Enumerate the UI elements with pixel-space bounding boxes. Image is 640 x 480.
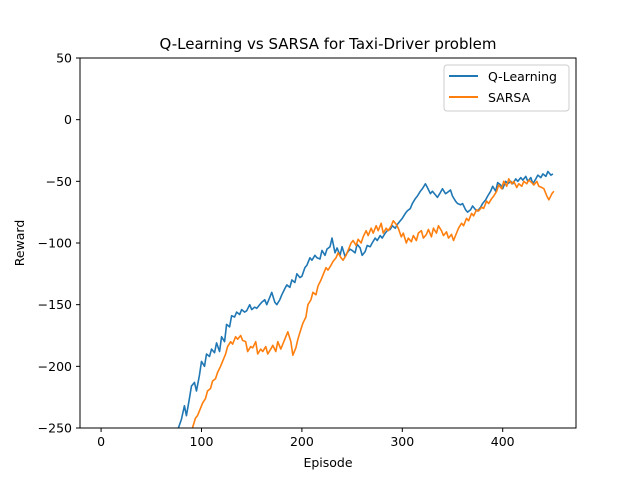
y-axis-ticks: −250 −200 −150 −100 −50 0 50 xyxy=(38,51,80,436)
series-line-q-learning xyxy=(177,170,554,428)
x-tick-label: 400 xyxy=(491,434,515,449)
y-tick-label: 0 xyxy=(64,112,72,127)
chart-title: Q-Learning vs SARSA for Taxi-Driver prob… xyxy=(159,35,496,53)
y-tick-label: 50 xyxy=(56,51,72,66)
legend-label-sarsa: SARSA xyxy=(488,90,531,105)
y-tick-label: −150 xyxy=(38,297,72,312)
legend: Q-Learning SARSA xyxy=(443,64,570,112)
y-tick-label: −200 xyxy=(38,359,72,374)
x-tick-label: 0 xyxy=(97,434,105,449)
legend-label-q-learning: Q-Learning xyxy=(488,69,557,84)
x-tick-label: 300 xyxy=(390,434,414,449)
y-tick-label: −100 xyxy=(38,236,72,251)
x-tick-label: 200 xyxy=(290,434,314,449)
y-tick-label: −50 xyxy=(46,174,72,189)
x-axis-label: Episode xyxy=(303,455,352,470)
series-line-sarsa xyxy=(191,178,555,428)
y-tick-label: −250 xyxy=(38,421,72,436)
y-axis-label: Reward xyxy=(12,220,27,267)
series-layer xyxy=(177,170,555,428)
x-axis-ticks: 0 100 200 300 400 xyxy=(97,428,515,449)
x-tick-label: 100 xyxy=(190,434,214,449)
